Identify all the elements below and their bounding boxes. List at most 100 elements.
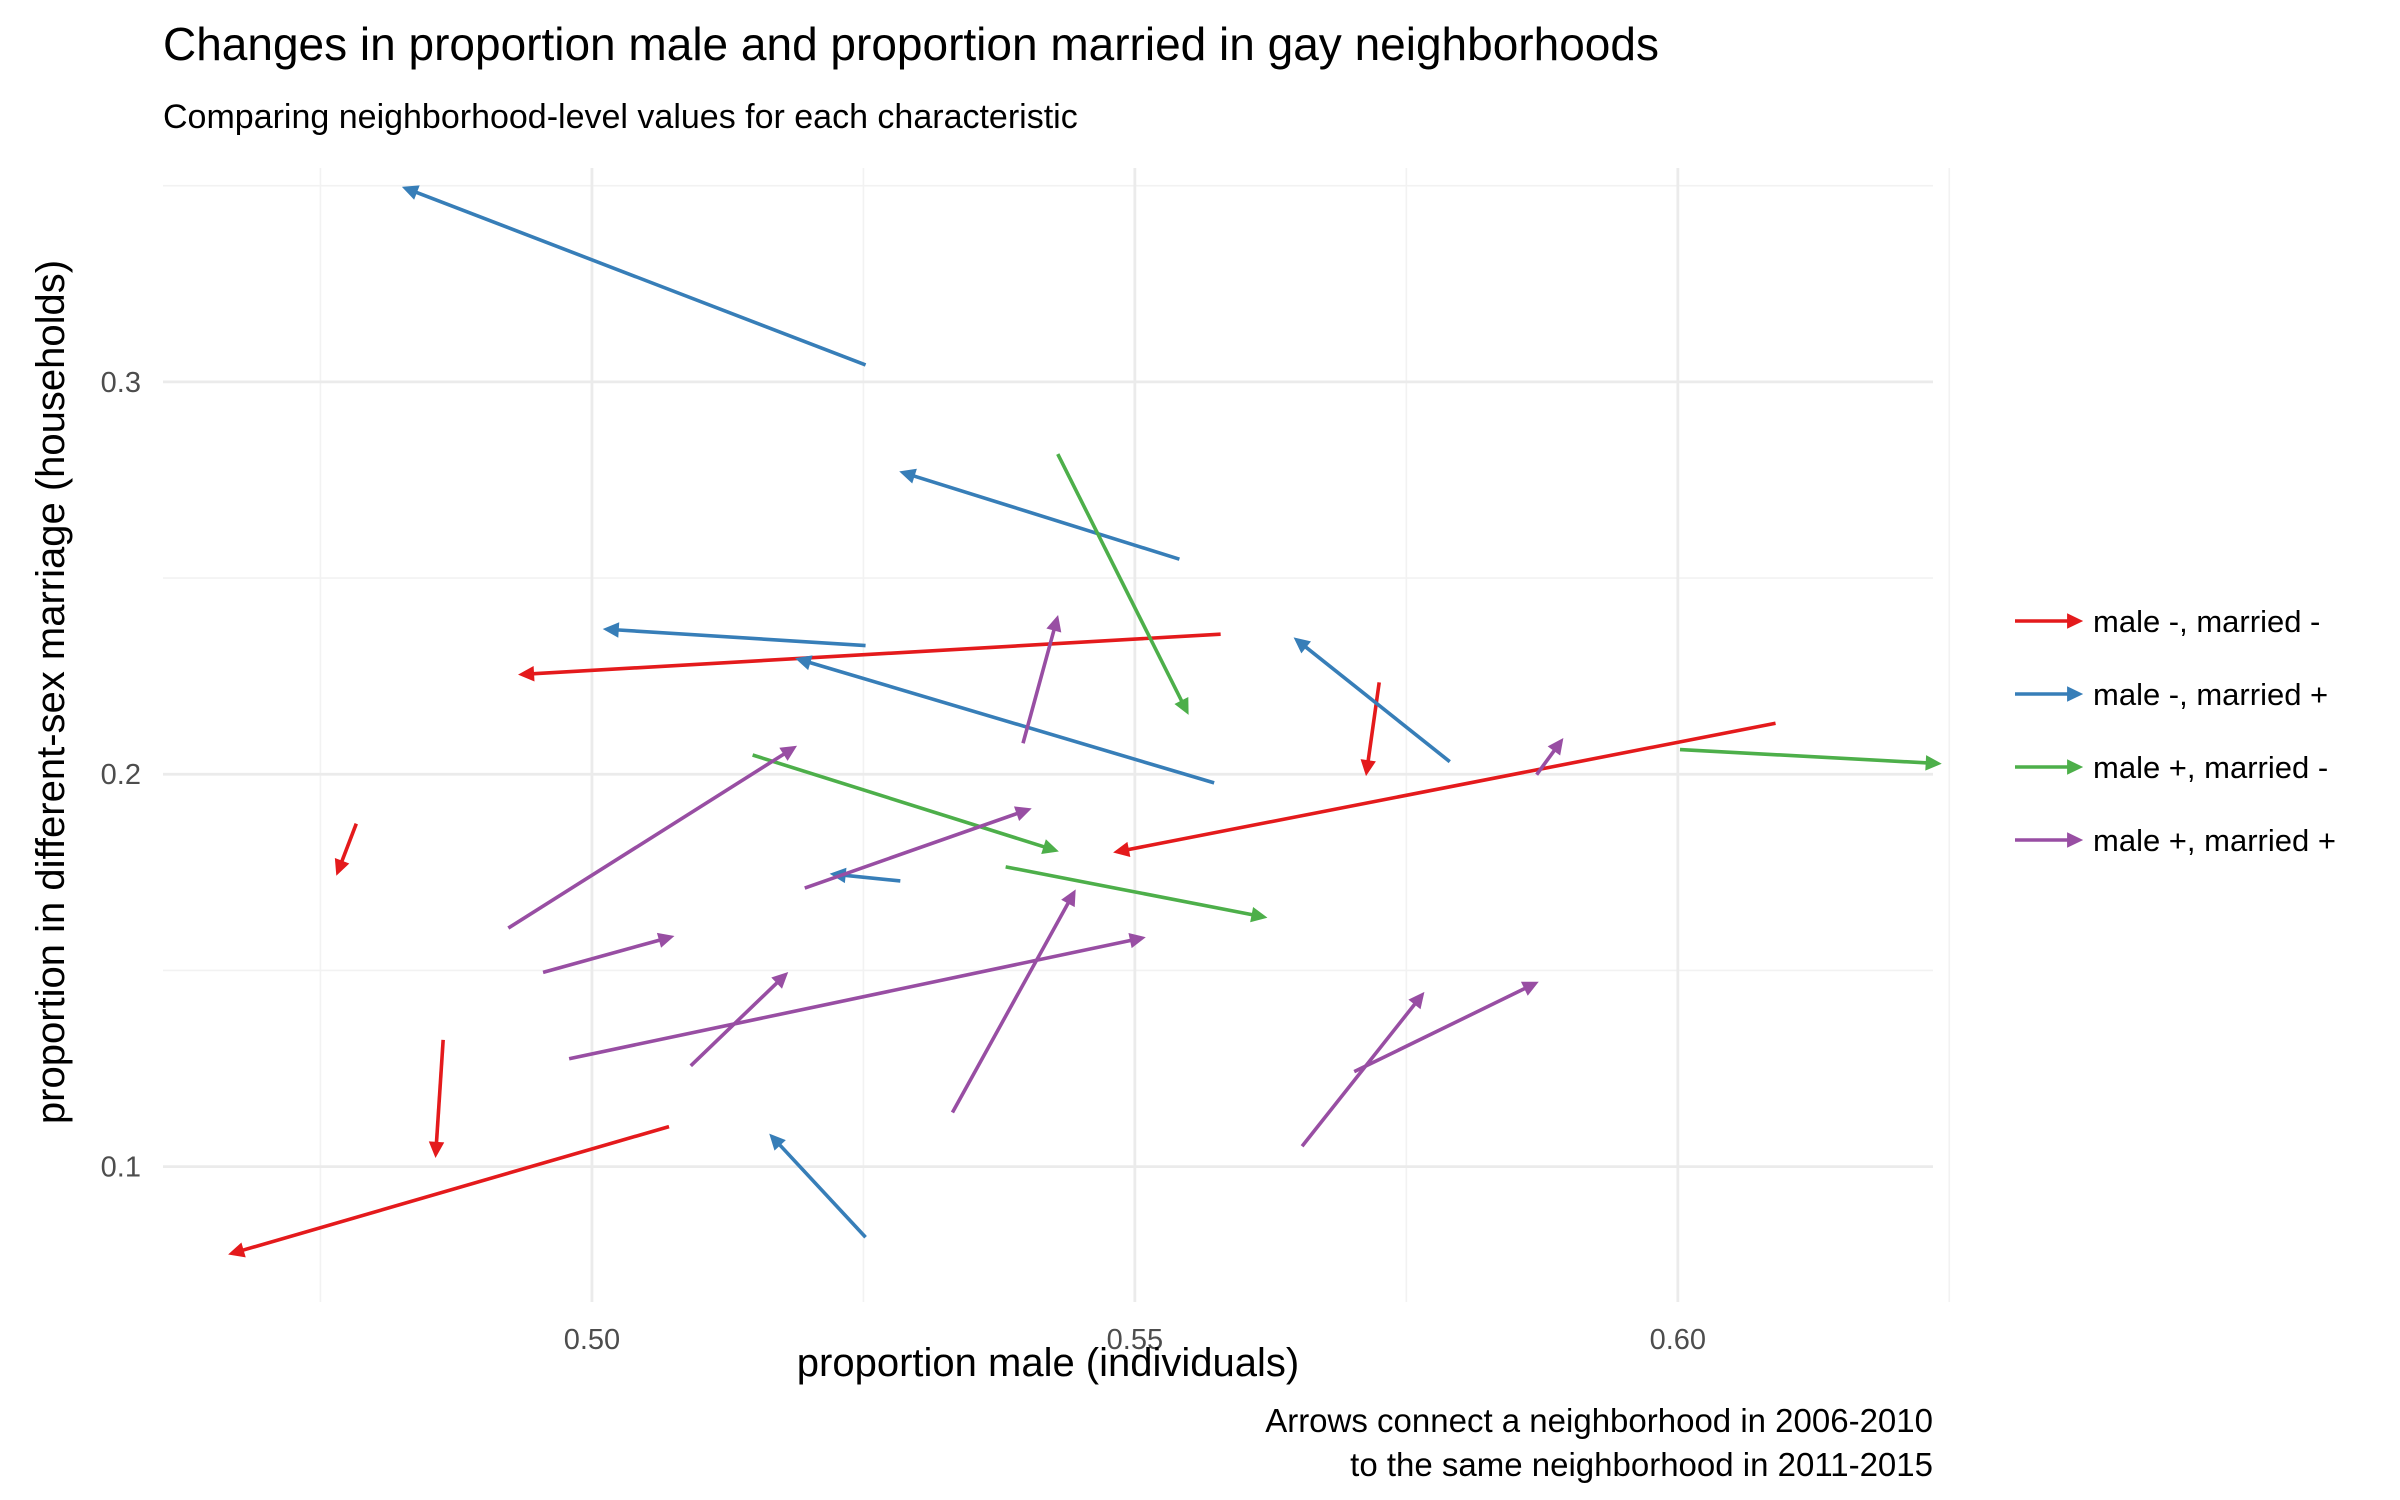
legend-key-2-head: [2067, 759, 2084, 775]
arrow-series-3-3-head: [1547, 737, 1564, 756]
arrow-series-2-1-shaft: [1679, 747, 1928, 765]
legend-key-1-head: [2067, 686, 2084, 702]
arrow-series-3-5-shaft: [568, 938, 1133, 1061]
legend-key-3: [2015, 832, 2084, 848]
arrow-series-2-0-shaft: [1056, 453, 1184, 704]
arrow-series-1-0-shaft: [414, 190, 867, 367]
arrow-series-3-7-head: [1061, 889, 1076, 908]
arrow-series-3-3: [1535, 737, 1564, 776]
arrow-series-2-3-shaft: [1005, 865, 1255, 917]
x-tick-label: 0.60: [1650, 1324, 1706, 1356]
arrow-series-0-4-head: [428, 1141, 445, 1158]
legend-item: male -, married -: [2015, 604, 2320, 639]
arrow-series-3-4-shaft: [542, 937, 662, 975]
arrow-series-3-6-shaft: [689, 980, 780, 1068]
arrow-series-1-0: [401, 185, 867, 367]
legend-item: male -, married +: [2015, 677, 2328, 712]
arrow-series-0-5-head: [228, 1242, 246, 1258]
arrow-series-3-7: [950, 889, 1076, 1114]
arrow-series-3-5-head: [1128, 932, 1146, 949]
arrow-series-0-0-head: [518, 665, 535, 682]
legend-label: male -, married -: [2093, 604, 2320, 639]
arrow-series-0-2-head: [1360, 759, 1376, 777]
arrow-series-1-4-shaft: [1303, 644, 1451, 764]
x-tick-label: 0.50: [564, 1324, 620, 1356]
arrow-series-3-8-head: [1408, 991, 1425, 1010]
arrow-series-1-1-head: [899, 468, 917, 484]
arrow-series-0-0: [518, 632, 1221, 682]
x-tick-labels: 0.50 0.55 0.60: [564, 1324, 1706, 1356]
arrow-series-1-1-shaft: [911, 473, 1180, 561]
minor-grid: [163, 168, 1951, 1302]
legend: male -, married - male -, married + male +…: [2015, 604, 2336, 858]
caption-line-1: Arrows connect a neighborhood in 2006-20…: [1265, 1402, 1933, 1439]
legend-label: male -, married +: [2093, 677, 2328, 712]
legend-key-2: [2015, 759, 2084, 775]
arrow-series-1-3-head: [794, 655, 813, 671]
arrow-series-1-4: [1293, 637, 1451, 764]
legend-label: male +, married +: [2093, 823, 2336, 858]
caption-line-2: to the same neighborhood in 2011-2015: [1350, 1446, 1933, 1483]
arrow-series-3-4-head: [656, 932, 675, 948]
arrow-series-2-2-shaft: [752, 753, 1047, 850]
x-tick-label: 0.55: [1107, 1324, 1163, 1356]
arrow-series-1-6-head: [769, 1133, 786, 1151]
y-tick-label: 0.1: [101, 1152, 141, 1184]
arrow-series-3-9-shaft: [1353, 986, 1528, 1074]
arrow-series-3-9: [1353, 981, 1539, 1074]
arrow-series-1-2: [602, 622, 866, 648]
arrows-layer: [228, 185, 1942, 1258]
arrow-series-3-8: [1300, 991, 1425, 1148]
arrow-series-0-2-shaft: [1366, 682, 1381, 763]
major-grid: [163, 168, 1933, 1302]
arrow-series-2-1-head: [1925, 755, 1942, 771]
arrow-series-0-5: [228, 1124, 670, 1258]
arrow-series-3-9-head: [1520, 981, 1539, 996]
arrow-series-3-1-shaft: [507, 751, 787, 930]
legend-key-0-head: [2067, 613, 2084, 629]
legend-label: male +, married -: [2093, 750, 2328, 785]
arrow-series-2-2: [752, 753, 1059, 855]
legend-key-0: [2015, 613, 2084, 629]
y-tick-label: 0.2: [101, 759, 141, 791]
y-tick-label: 0.3: [101, 367, 141, 399]
arrow-series-1-0-head: [401, 185, 420, 200]
arrow-series-3-5: [568, 932, 1146, 1061]
arrow-series-0-1-shaft: [1126, 721, 1776, 852]
arrow-series-0-3-shaft: [339, 823, 358, 864]
arrow-series-2-0: [1056, 453, 1189, 715]
arrow-series-0-3: [334, 823, 358, 876]
chart-subtitle: Comparing neighborhood-level values for …: [163, 98, 1078, 136]
arrow-series-0-4-shaft: [434, 1039, 445, 1145]
arrow-series-3-2: [804, 806, 1032, 890]
arrow-series-0-5-shaft: [241, 1124, 670, 1253]
arrow-series-1-3-shaft: [807, 660, 1215, 785]
arrow-series-1-4-head: [1293, 637, 1311, 654]
arrow-series-2-3: [1005, 865, 1268, 923]
arrow-series-2-0-head: [1174, 697, 1189, 715]
arrow-series-0-1-head: [1113, 841, 1131, 858]
arrow-series-3-1-head: [779, 745, 798, 761]
arrow-series-3-2-shaft: [804, 811, 1020, 890]
arrow-series-3-1: [507, 745, 798, 930]
arrow-series-1-2-shaft: [616, 628, 866, 648]
arrow-series-3-0-head: [1046, 614, 1062, 633]
chart-title: Changes in proportion male and proportio…: [163, 18, 1659, 70]
arrow-series-0-2: [1360, 682, 1381, 777]
arrow-series-1-3: [794, 655, 1215, 785]
legend-item: male +, married +: [2015, 823, 2336, 858]
arrow-series-2-3-head: [1250, 907, 1268, 923]
arrow-series-3-4: [542, 932, 675, 975]
y-tick-labels: 0.1 0.2 0.3: [101, 367, 141, 1184]
arrow-series-2-1: [1679, 747, 1942, 771]
arrow-series-0-1: [1113, 721, 1776, 858]
arrow-series-3-8-shaft: [1300, 1001, 1418, 1148]
y-axis-title: proportion in different-sex marriage (ho…: [29, 260, 73, 1124]
arrow-series-1-6: [769, 1133, 867, 1239]
arrow-series-1-6-shaft: [777, 1142, 867, 1239]
x-axis-title: proportion male (individuals): [797, 1341, 1299, 1385]
arrow-series-0-0-shaft: [531, 632, 1221, 676]
arrow-series-3-6: [689, 971, 789, 1068]
arrow-series-3-2-head: [1013, 806, 1032, 822]
